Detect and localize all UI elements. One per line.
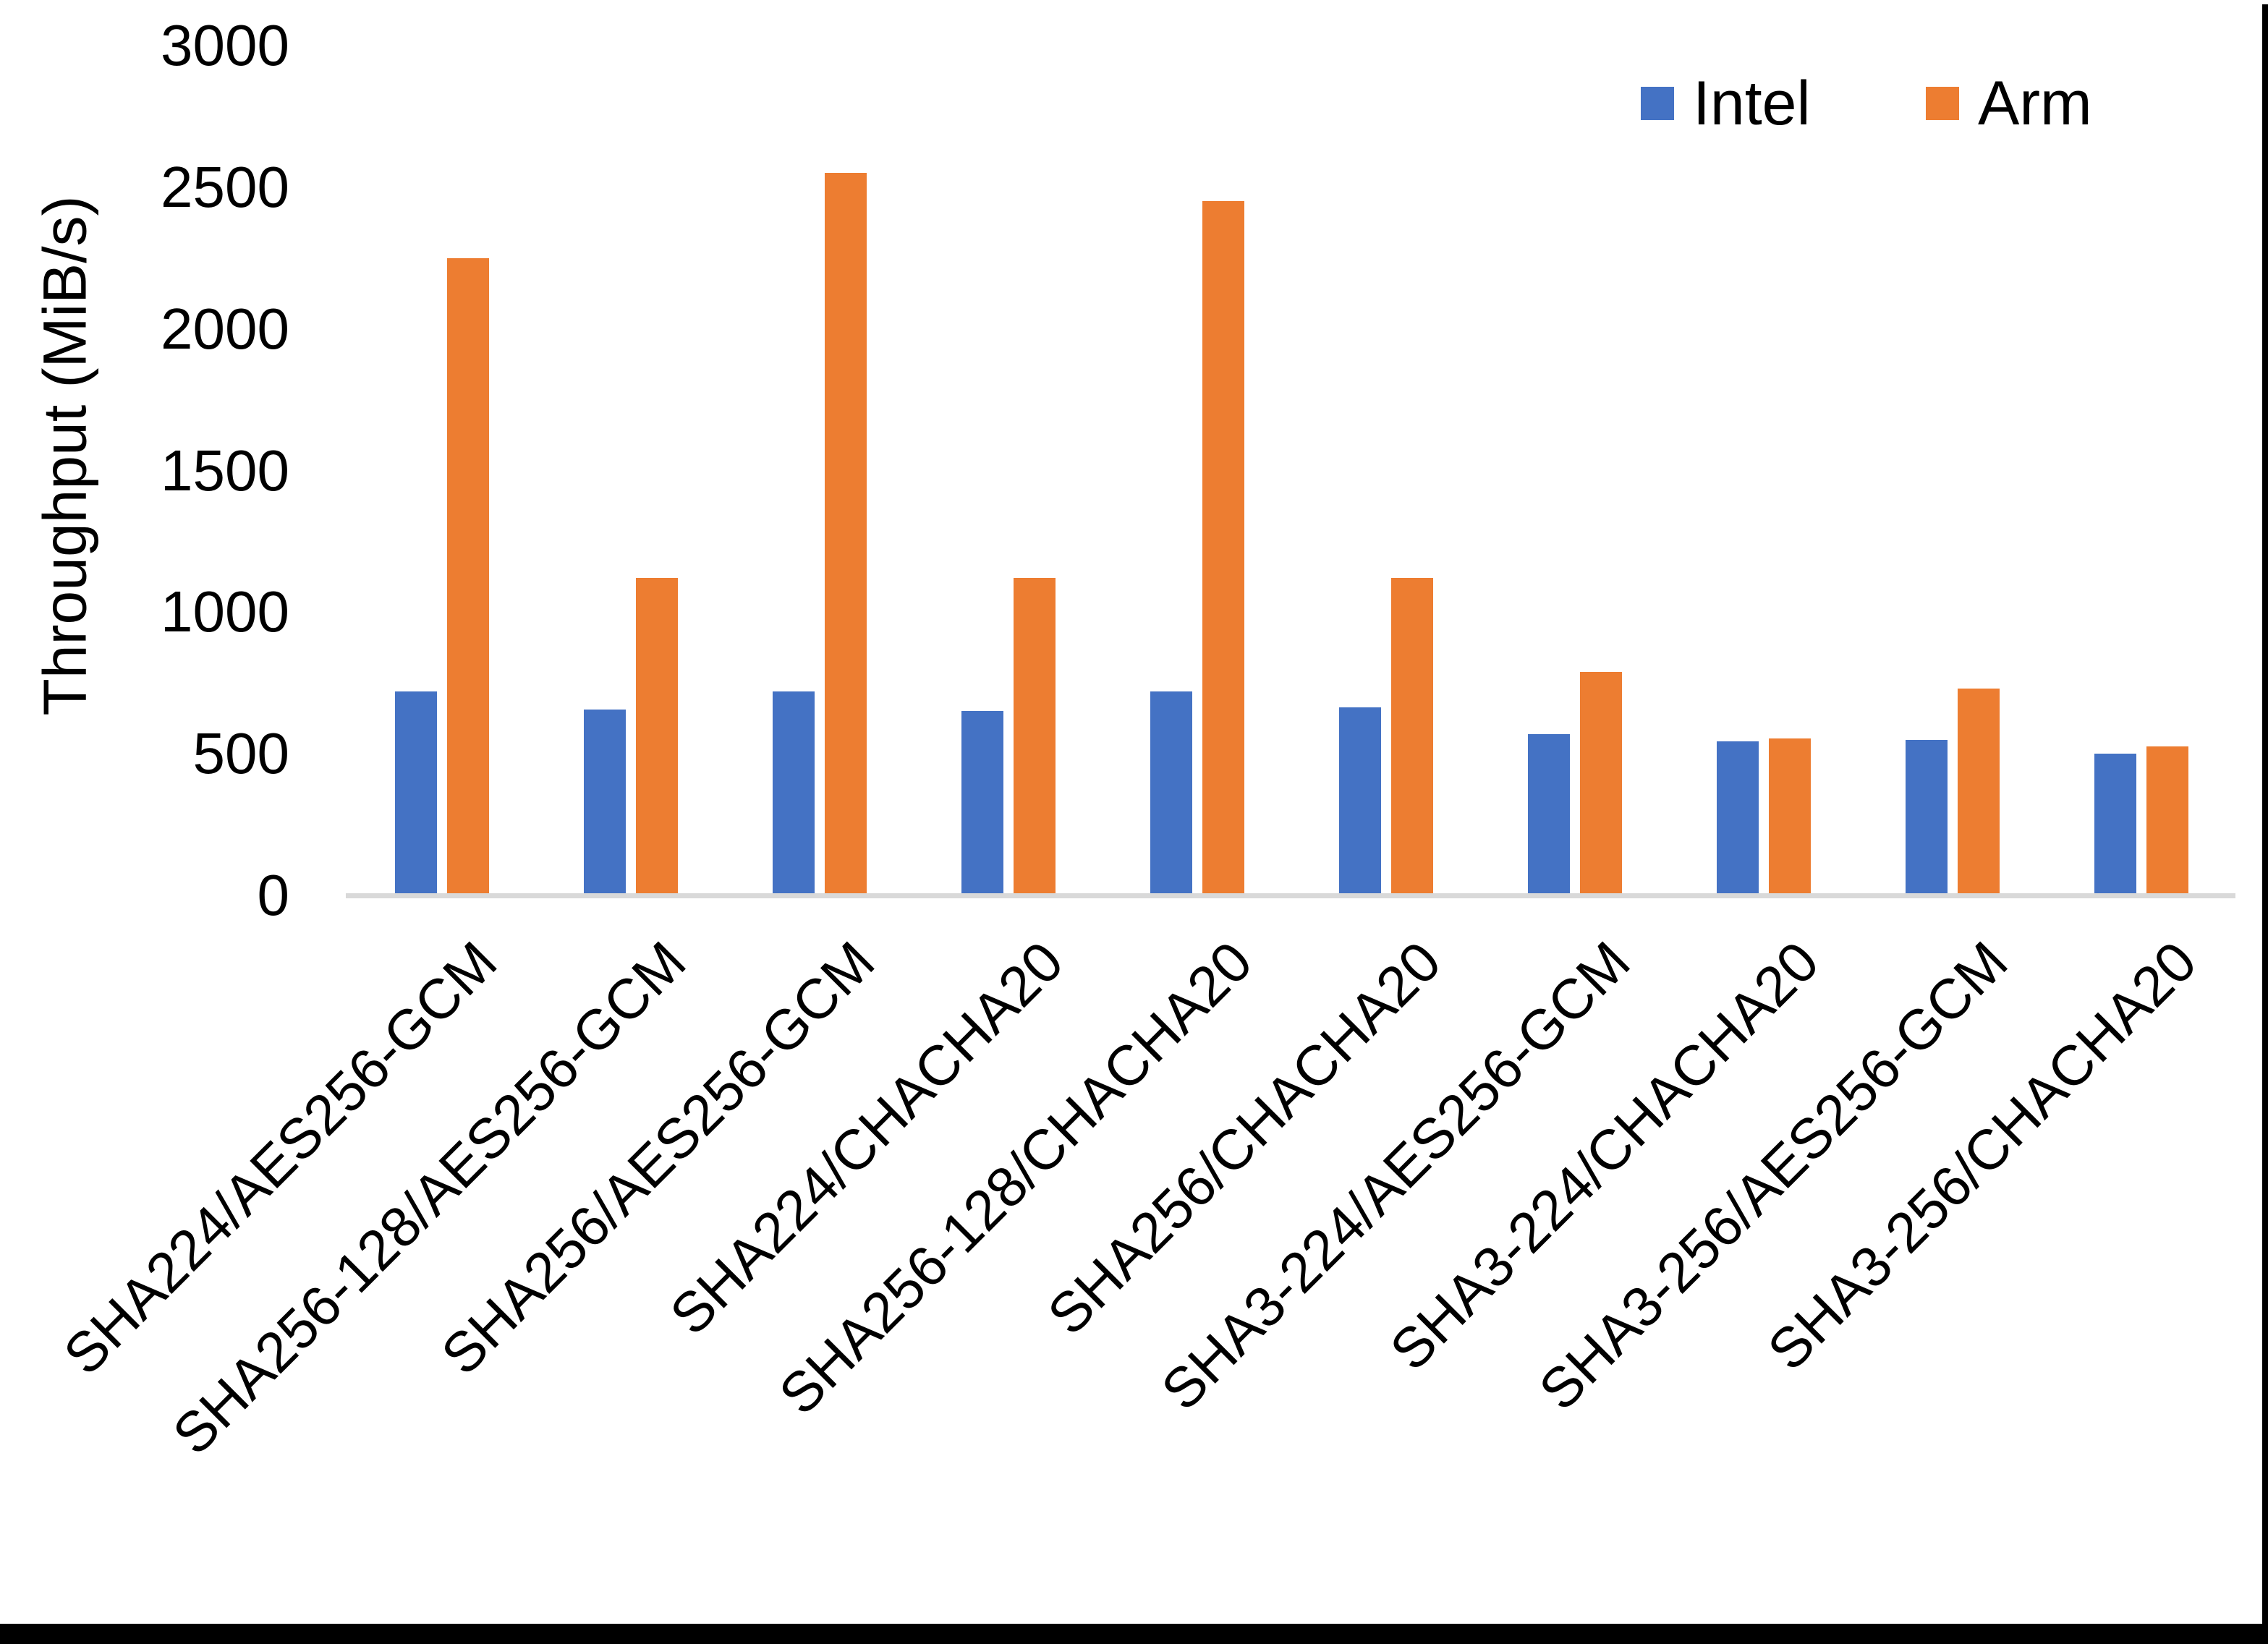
bar-intel-0 (395, 691, 437, 895)
bar-intel-4 (1150, 691, 1192, 895)
legend-item-arm: Arm (1926, 64, 2092, 143)
y-tick-label: 1500 (161, 438, 289, 503)
y-tick-label: 1000 (161, 579, 289, 644)
bar-intel-1 (584, 710, 626, 895)
y-tick-label: 500 (192, 721, 289, 786)
bar-intel-3 (961, 711, 1003, 895)
y-tick-label: 0 (257, 863, 290, 927)
bar-arm-4 (1202, 201, 1244, 895)
bar-arm-8 (1958, 689, 2000, 895)
legend-label-arm: Arm (1978, 69, 2092, 138)
y-tick-label: 2000 (161, 296, 289, 361)
bar-arm-3 (1014, 578, 1056, 895)
screenshot-bottom-border (0, 1624, 2268, 1644)
bar-arm-2 (825, 173, 867, 895)
bar-arm-9 (2146, 746, 2188, 895)
bar-intel-2 (773, 691, 815, 895)
x-axis-line (346, 893, 2235, 898)
bar-arm-7 (1769, 738, 1811, 895)
intel-series-swatch-icon (1641, 87, 1674, 120)
y-tick-label: 2500 (161, 154, 289, 219)
legend-item-intel: Intel (1641, 64, 1811, 143)
bar-intel-8 (1906, 740, 1948, 895)
bar-intel-9 (2094, 754, 2136, 895)
bar-arm-6 (1580, 672, 1622, 895)
bar-intel-7 (1717, 741, 1759, 895)
arm-series-swatch-icon (1926, 87, 1959, 120)
bar-intel-6 (1528, 734, 1570, 895)
legend-label-intel: Intel (1693, 69, 1811, 138)
bar-intel-5 (1339, 707, 1381, 895)
y-tick-label: 3000 (161, 13, 289, 77)
bar-arm-0 (447, 258, 489, 895)
bar-arm-5 (1391, 578, 1433, 895)
bar-arm-1 (636, 578, 678, 895)
screenshot-right-border (2262, 4, 2268, 1644)
